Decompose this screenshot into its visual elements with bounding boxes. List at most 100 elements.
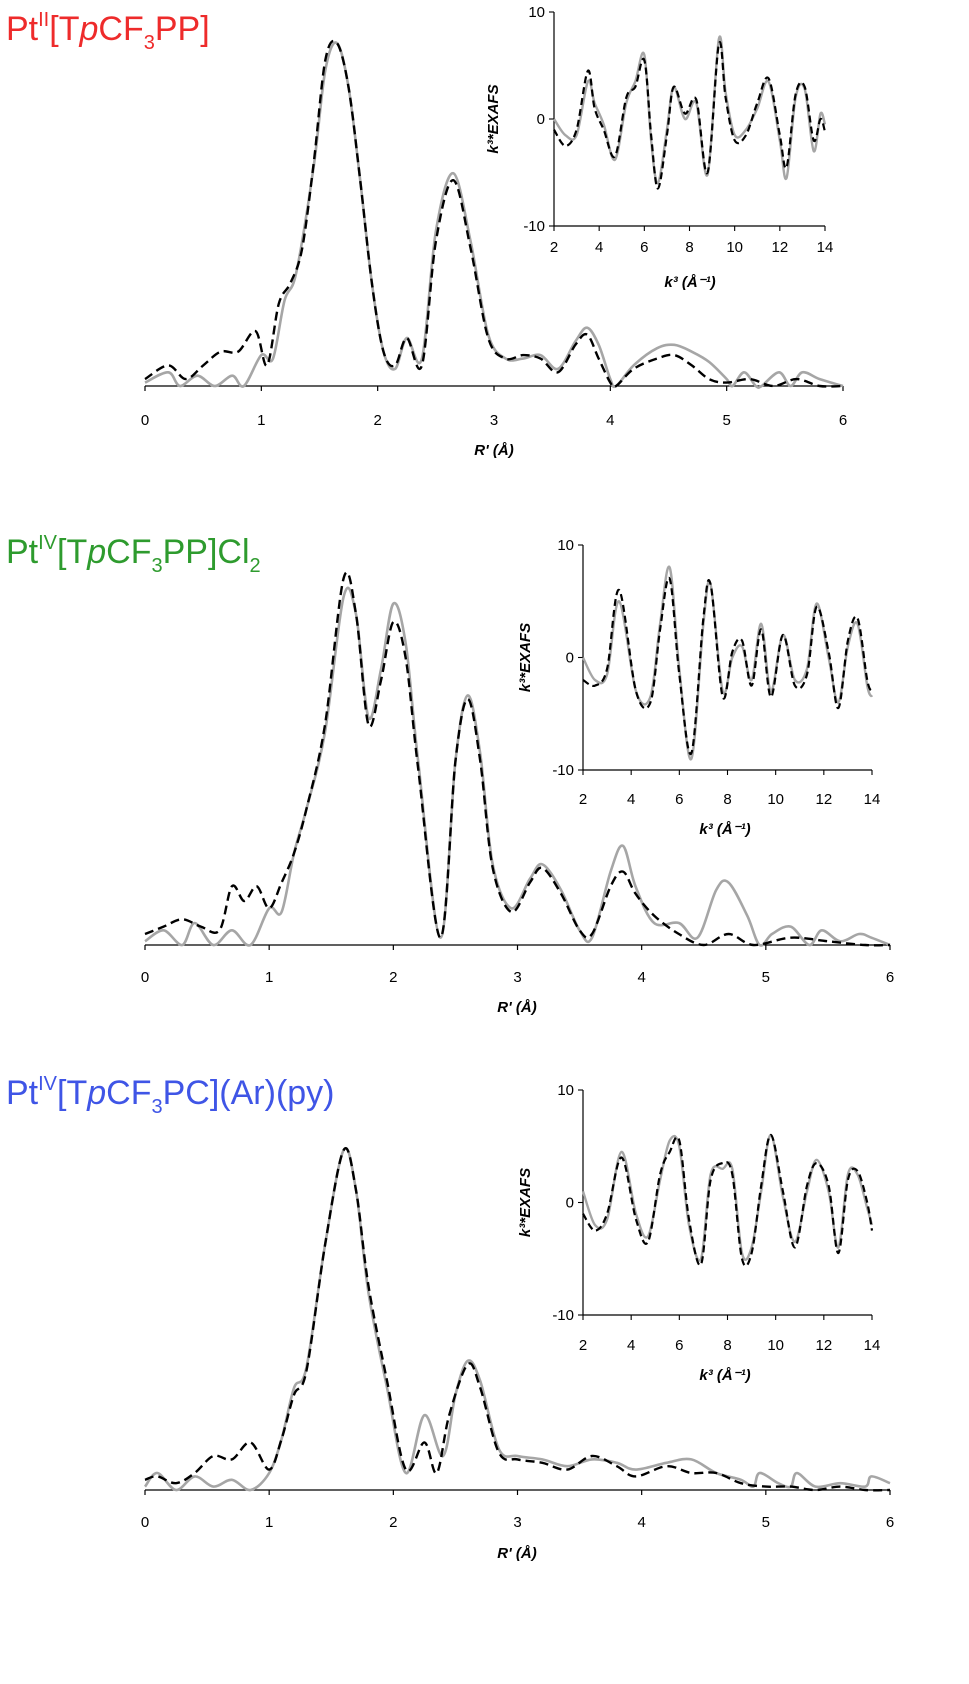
inset-y-tick-label: 0 <box>537 111 545 128</box>
x-axis-label: R' (Å) <box>497 1545 536 1562</box>
inset-chart: -10 0 10 2 4 6 8 10 12 14 k³*EXAFS k³ (Å⁻¹) <box>517 1082 880 1384</box>
title-subscript: 2 <box>250 555 261 577</box>
x-tick-label: 2 <box>389 969 397 986</box>
title-part: Pt <box>6 10 39 48</box>
x-tick-label: 3 <box>513 969 521 986</box>
title-part: PC](Ar)(py) <box>163 1074 335 1112</box>
data-series-line <box>144 586 891 947</box>
inset-x-tick-label: 10 <box>767 1337 784 1354</box>
inset-y-tick-label: 10 <box>528 4 545 21</box>
inset-fit-series-line <box>553 41 827 190</box>
inset-fit-series-line <box>582 576 874 756</box>
x-tick-label: 0 <box>141 412 149 429</box>
chart-title: PtII[TpCF3PP] <box>6 9 210 54</box>
inset-y-tick-label: -10 <box>523 218 545 235</box>
inset-y-tick-label: 0 <box>566 1195 574 1212</box>
title-part: [T <box>57 1074 87 1112</box>
title-subscript: 3 <box>152 555 163 577</box>
inset-y-tick-label: 10 <box>557 537 574 554</box>
inset-fit-series-line <box>582 1133 874 1268</box>
inset-y-axis-label: k³*EXAFS <box>517 623 534 692</box>
inset-y-tick-label: 0 <box>566 650 574 667</box>
x-axis-label: R' (Å) <box>474 442 513 459</box>
x-tick-label: 5 <box>762 969 770 986</box>
fit-series-line <box>144 39 844 389</box>
title-part: Pt <box>6 533 39 571</box>
title-superscript: II <box>38 9 49 31</box>
inset-y-axis-label: k³*EXAFS <box>485 84 502 153</box>
x-tick-label: 0 <box>141 1514 149 1531</box>
inset-x-tick-label: 12 <box>771 239 788 256</box>
fit-series-line <box>144 1147 891 1492</box>
x-axis-label: R' (Å) <box>497 999 536 1016</box>
x-tick-label: 1 <box>265 1514 273 1531</box>
inset-x-tick-label: 4 <box>627 1337 635 1354</box>
title-part: PP] <box>155 10 210 48</box>
title-part: Pt <box>6 1074 39 1112</box>
title-part: CF <box>98 10 143 48</box>
title-italic: p <box>86 533 106 571</box>
inset-data-series-line <box>581 565 874 761</box>
inset-x-tick-label: 8 <box>723 1337 731 1354</box>
inset-x-tick-label: 4 <box>627 791 635 808</box>
x-tick-label: 0 <box>141 969 149 986</box>
title-part: [T <box>57 533 87 571</box>
inset-x-tick-label: 10 <box>726 239 743 256</box>
chart-title: PtIV[TpCF3PC](Ar)(py) <box>6 1073 335 1118</box>
inset-data-series-line <box>581 1133 874 1262</box>
inset-x-tick-label: 14 <box>864 791 881 808</box>
x-tick-label: 6 <box>886 1514 894 1531</box>
title-part: CF <box>106 533 151 571</box>
inset-x-tick-label: 8 <box>685 239 693 256</box>
x-tick-label: 4 <box>606 412 614 429</box>
x-tick-label: 3 <box>513 1514 521 1531</box>
fit-series-line <box>144 571 891 947</box>
chart-title: PtIV[TpCF3PP]Cl2 <box>6 532 261 577</box>
chart-panel-3: PtIV[TpCF3PC](Ar)(py)0 1 2 3 4 5 6R' (Å)-10010… <box>6 1073 894 1562</box>
inset-y-axis-label: k³*EXAFS <box>517 1168 534 1237</box>
inset-x-tick-label: 14 <box>864 1337 881 1354</box>
title-superscript: IV <box>38 532 58 554</box>
inset-x-tick-label: 6 <box>675 1337 683 1354</box>
inset-x-tick-label: 4 <box>595 239 603 256</box>
x-tick-label: 4 <box>637 1514 645 1531</box>
x-tick-label: 1 <box>265 969 273 986</box>
title-part: CF <box>106 1074 151 1112</box>
x-tick-label: 5 <box>762 1514 770 1531</box>
inset-y-tick-label: -10 <box>552 1307 574 1324</box>
title-superscript: IV <box>38 1073 58 1095</box>
x-tick-label: 2 <box>389 1514 397 1531</box>
title-subscript: 3 <box>152 1096 163 1118</box>
inset-x-tick-label: 10 <box>767 791 784 808</box>
inset-x-axis-label: k³ (Å⁻¹) <box>699 821 750 838</box>
inset-x-axis-label: k³ (Å⁻¹) <box>699 1367 750 1384</box>
title-part: [T <box>49 10 79 48</box>
inset-x-tick-label: 6 <box>640 239 648 256</box>
inset-x-tick-label: 12 <box>815 791 832 808</box>
x-tick-label: 2 <box>373 412 381 429</box>
inset-x-tick-label: 12 <box>815 1337 832 1354</box>
inset-y-tick-label: -10 <box>552 762 574 779</box>
inset-x-tick-label: 2 <box>579 1337 587 1354</box>
inset-data-series-line <box>552 35 827 185</box>
x-tick-label: 1 <box>257 412 265 429</box>
x-tick-label: 6 <box>839 412 847 429</box>
inset-chart: -10 0 10 2 4 6 8 10 12 14 k³*EXAFS k³ (Å⁻¹) <box>485 4 833 291</box>
inset-y-tick-label: 10 <box>557 1082 574 1099</box>
title-subscript: 3 <box>144 32 155 54</box>
title-italic: p <box>86 1074 106 1112</box>
data-series-line <box>144 41 844 389</box>
x-tick-label: 4 <box>637 969 645 986</box>
inset-x-tick-label: 2 <box>579 791 587 808</box>
inset-chart: -10 0 10 2 4 6 8 10 12 14 k³*EXAFS k³ (Å⁻¹) <box>517 537 880 838</box>
x-tick-label: 6 <box>886 969 894 986</box>
x-tick-label: 3 <box>490 412 498 429</box>
x-tick-label: 5 <box>722 412 730 429</box>
title-part: PP]Cl <box>163 533 250 571</box>
inset-x-axis-label: k³ (Å⁻¹) <box>664 274 715 291</box>
inset-x-tick-label: 8 <box>723 791 731 808</box>
inset-x-tick-label: 6 <box>675 791 683 808</box>
